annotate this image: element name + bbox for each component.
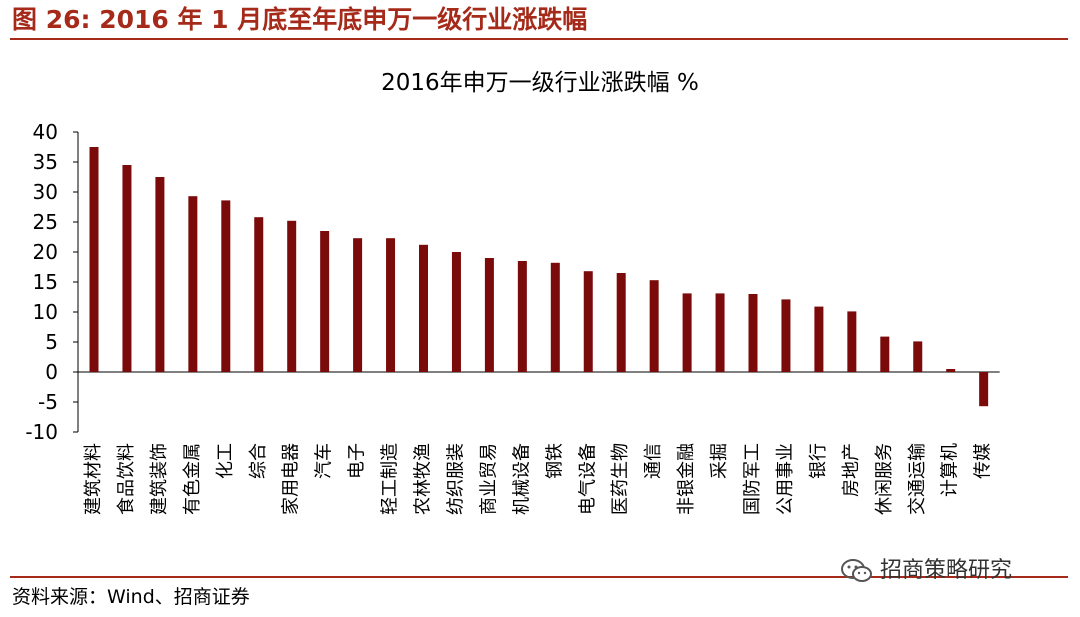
y-tick-label: 0 <box>45 360 58 384</box>
x-tick-label: 计算机 <box>940 443 961 497</box>
bar <box>583 271 593 372</box>
bar <box>682 293 692 372</box>
y-tick-label: 10 <box>33 300 58 324</box>
x-tick-label: 传媒 <box>973 443 994 479</box>
bar <box>880 336 890 372</box>
x-tick-label: 电子 <box>347 443 368 479</box>
y-tick-label: 5 <box>45 330 58 354</box>
bar <box>89 147 99 372</box>
y-tick-label: 25 <box>33 210 58 234</box>
bar <box>254 217 264 372</box>
figure-title: 图 26: 2016 年 1 月底至年底申万一级行业涨跌幅 <box>12 5 588 34</box>
bar <box>946 369 956 372</box>
source-note: 资料来源：Wind、招商证券 <box>12 586 250 608</box>
y-tick-label: 40 <box>33 120 58 144</box>
chart-title: 2016年申万一级行业涨跌幅 % <box>381 70 699 96</box>
bar <box>221 200 231 372</box>
x-tick-label: 机械设备 <box>511 443 532 515</box>
x-tick-label: 汽车 <box>314 443 335 479</box>
x-tick-label: 食品饮料 <box>116 443 137 515</box>
x-tick-label: 采掘 <box>709 443 730 479</box>
x-tick-label: 休闲服务 <box>874 443 895 515</box>
x-tick-label: 通信 <box>643 443 664 479</box>
bar <box>188 196 198 372</box>
x-tick-label: 银行 <box>808 443 829 479</box>
x-tick-label: 电气设备 <box>577 443 598 515</box>
y-tick-label: -5 <box>38 390 58 414</box>
x-tick-label: 农林牧渔 <box>413 443 434 515</box>
source-rule <box>10 576 1068 578</box>
x-tick-label: 医药生物 <box>610 443 631 515</box>
y-tick-label: -10 <box>25 420 58 444</box>
bar <box>814 306 824 372</box>
x-tick-label: 建筑材料 <box>83 443 104 515</box>
x-tick-label: 化工 <box>215 443 236 479</box>
x-tick-label: 建筑装饰 <box>149 443 170 515</box>
x-tick-label: 轻工制造 <box>380 443 401 515</box>
bar <box>913 341 923 372</box>
bar <box>122 165 132 372</box>
x-tick-label: 钢铁 <box>544 443 565 479</box>
bar <box>419 244 428 372</box>
watermark-text: 招商策略研究 <box>880 558 1013 583</box>
x-tick-label: 家用电器 <box>281 443 302 515</box>
bar <box>484 258 494 372</box>
x-tick-label: 公用事业 <box>775 443 796 515</box>
x-tick-label: 商业贸易 <box>478 443 499 515</box>
y-tick-label: 20 <box>33 240 58 264</box>
x-tick-label: 房地产 <box>841 443 862 497</box>
bar <box>353 238 363 372</box>
x-tick-label: 交通运输 <box>907 443 928 515</box>
bar <box>550 262 560 372</box>
y-tick-label: 35 <box>33 150 58 174</box>
x-tick-label: 有色金属 <box>182 443 203 515</box>
bar <box>649 280 659 372</box>
wechat-icon <box>841 559 872 582</box>
y-tick-label: 30 <box>33 180 58 204</box>
bar <box>616 273 626 372</box>
watermark: 招商策略研究 <box>840 557 1012 585</box>
bar <box>748 294 758 372</box>
bar <box>320 231 330 372</box>
bar <box>715 293 725 372</box>
x-tick-label: 纺织服装 <box>445 443 466 515</box>
title-rule <box>10 38 1068 40</box>
y-tick-label: 15 <box>33 270 58 294</box>
x-tick-label: 国防军工 <box>742 443 763 515</box>
bar <box>155 177 165 372</box>
bar <box>979 372 989 407</box>
bar <box>847 311 857 372</box>
bar <box>781 299 791 372</box>
bar <box>287 220 297 372</box>
x-tick-label: 综合 <box>248 443 269 479</box>
bar <box>517 261 527 372</box>
x-tick-label: 非银金融 <box>676 443 697 515</box>
bar <box>386 238 396 372</box>
bar <box>451 252 461 372</box>
